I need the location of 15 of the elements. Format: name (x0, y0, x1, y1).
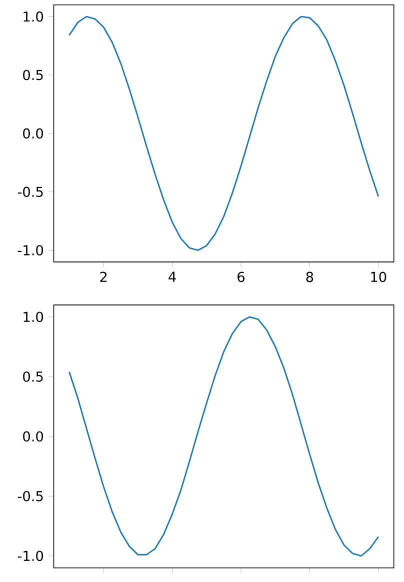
x-tick-label: 6 (238, 272, 245, 282)
x-tick-label: 10 (371, 272, 386, 282)
x-tick-label: 2 (100, 272, 107, 282)
y-tick-label: -0.5 (18, 490, 43, 502)
y-tick-label: -1.0 (18, 245, 44, 256)
x-tick-label: 8 (306, 272, 314, 282)
y-tick-label: 1.0 (24, 312, 44, 322)
y-tick-label: 0.5 (23, 371, 43, 382)
y-tick-label: 0.0 (23, 128, 44, 139)
y-tick-label: -1.0 (18, 550, 44, 562)
y-tick-label: 1.0 (24, 11, 44, 22)
x-tick-label: 4 (168, 272, 176, 282)
y-tick-label: 0.0 (23, 431, 44, 442)
y-tick-label: 0.5 (23, 70, 43, 80)
y-tick-label: -0.5 (18, 186, 43, 197)
